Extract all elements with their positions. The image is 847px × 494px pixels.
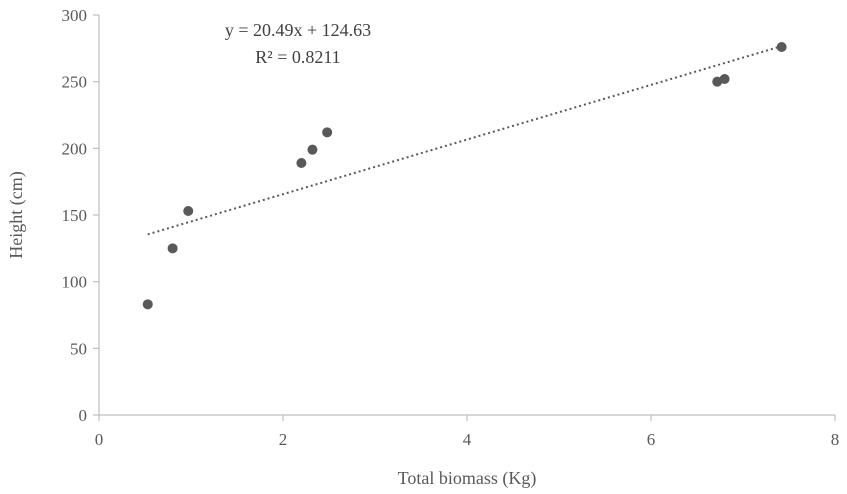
y-tick-label: 50 [70, 339, 87, 358]
data-point [322, 127, 333, 138]
data-point [776, 42, 787, 52]
x-tick-label: 4 [463, 430, 472, 449]
x-tick-label: 2 [279, 430, 288, 449]
y-tick-label: 200 [62, 139, 88, 158]
trendline [147, 45, 782, 236]
x-axis-title: Total biomass (Kg) [398, 468, 537, 489]
data-point [719, 74, 730, 84]
x-axis-ticks: 0 2 4 6 8 [95, 415, 840, 449]
data-point [142, 299, 153, 310]
y-tick-label: 100 [62, 273, 88, 292]
y-tick-label: 150 [62, 206, 88, 225]
y-tick-label: 250 [62, 73, 88, 92]
data-points [142, 42, 787, 310]
data-point [296, 158, 307, 168]
y-axis-title: Height (cm) [6, 171, 27, 258]
data-point [183, 206, 194, 216]
y-tick-label: 0 [79, 406, 88, 425]
data-point [167, 243, 178, 254]
x-tick-label: 6 [647, 430, 656, 449]
trendline-r-squared: R² = 0.8211 [255, 47, 340, 67]
y-tick-label: 300 [62, 6, 88, 25]
trendline-equation: y = 20.49x + 124.63 [225, 20, 371, 40]
x-tick-label: 8 [831, 430, 840, 449]
y-axis-ticks: 0 50 100 150 200 250 300 [62, 6, 99, 425]
x-tick-label: 0 [95, 430, 104, 449]
data-point [307, 144, 318, 155]
